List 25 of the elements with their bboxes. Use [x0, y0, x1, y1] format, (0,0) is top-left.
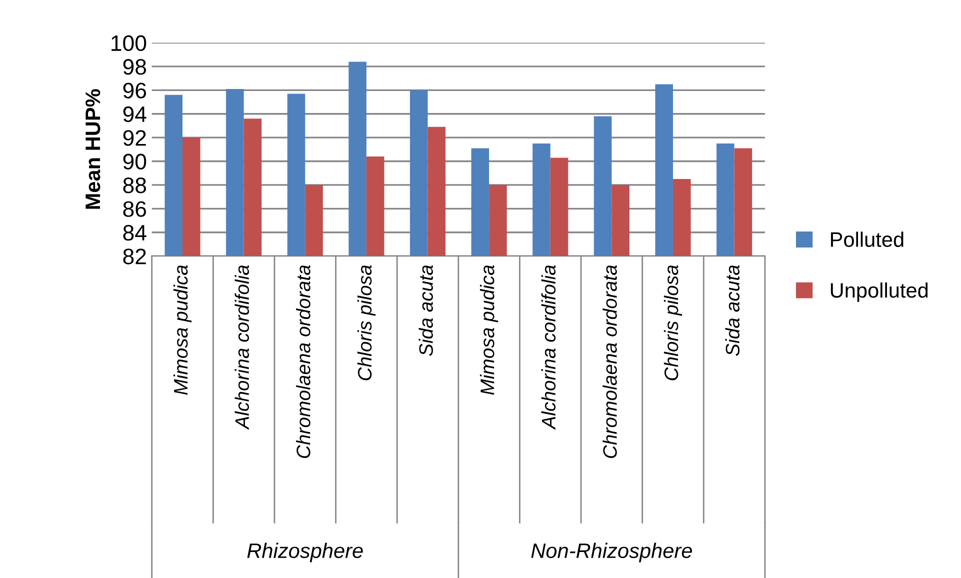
x-tick-label: Chromolaena ordorata — [296, 265, 310, 458]
x-tick-label: Alchorina cordifolia — [541, 265, 556, 430]
y-tick-label: 98 — [123, 59, 146, 75]
text: Non-Rhizosphere — [531, 542, 692, 562]
y-tick-label: 94 — [123, 106, 146, 122]
y-tick-label: 82 — [123, 248, 146, 264]
y-tick-label: 84 — [123, 224, 146, 241]
y-tick-label: 86 — [123, 201, 146, 217]
x-tick-label: Sida acuta — [418, 265, 433, 356]
y-tick-label: 90 — [123, 154, 146, 170]
y-tick-label: 96 — [123, 82, 146, 98]
y-tick-label: 100 — [112, 35, 146, 52]
x-tick-label: Mimosa pudica — [480, 265, 498, 395]
y-tick-label: 88 — [123, 177, 146, 194]
x-tick-label: Alchorina cordifolia — [234, 265, 250, 430]
y-tick-label: 92 — [123, 130, 146, 146]
x-tick-label: Chloris pilosa — [357, 265, 376, 380]
text: Rhizosphere — [247, 542, 363, 562]
y-axis-title: Mean HUP% — [86, 89, 100, 209]
legend-label: Unpolluted — [830, 282, 928, 302]
legend-label: Polluted — [831, 232, 904, 247]
x-tick-label: Chloris pilosa — [664, 265, 682, 380]
x-tick-label: Mimosa pudica — [173, 265, 192, 395]
x-tick-label: Sida acuta — [725, 265, 740, 356]
x-tick-label: Chromolaena ordorata — [602, 265, 617, 458]
